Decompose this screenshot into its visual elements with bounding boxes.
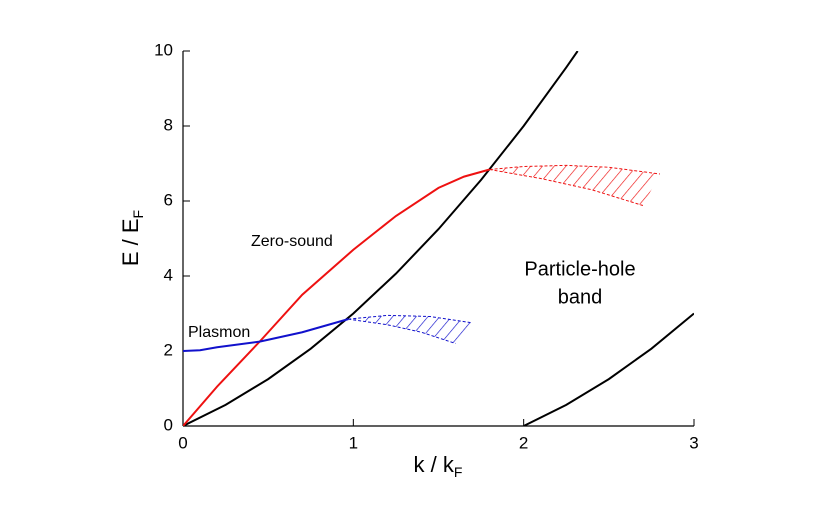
y-axis-label: E / EF (118, 210, 146, 266)
damping-hatch (489, 165, 660, 206)
y-tick-label: 10 (154, 40, 173, 59)
x-label-text: k / k (414, 452, 455, 477)
x-tick-label: 2 (519, 433, 528, 452)
series-line (183, 168, 490, 426)
y-label-text: E / E (118, 218, 143, 266)
x-axis-label: k / kF (414, 452, 463, 480)
damping-hatch (348, 315, 473, 344)
y-label-sub: F (130, 210, 146, 219)
series-line (183, 51, 579, 426)
annotation: Plasmon (188, 324, 250, 341)
annotation: band (558, 286, 603, 308)
series-line (183, 318, 349, 352)
x-tick-label: 0 (178, 433, 187, 452)
y-tick-label: 0 (164, 415, 173, 434)
x-tick-label: 3 (689, 433, 698, 452)
y-tick-label: 8 (164, 115, 173, 134)
x-label-sub: F (454, 464, 463, 480)
series-line (348, 314, 473, 324)
series-line (489, 169, 644, 206)
annotation: Particle-hole (524, 258, 635, 280)
y-tick-label: 6 (164, 190, 173, 209)
y-tick-label: 2 (164, 340, 173, 359)
y-tick-label: 4 (164, 265, 173, 284)
series-line (489, 164, 660, 175)
annotation: Zero-sound (251, 233, 333, 250)
series-line (348, 318, 456, 344)
x-tick-label: 1 (349, 433, 358, 452)
series-line (523, 312, 694, 426)
